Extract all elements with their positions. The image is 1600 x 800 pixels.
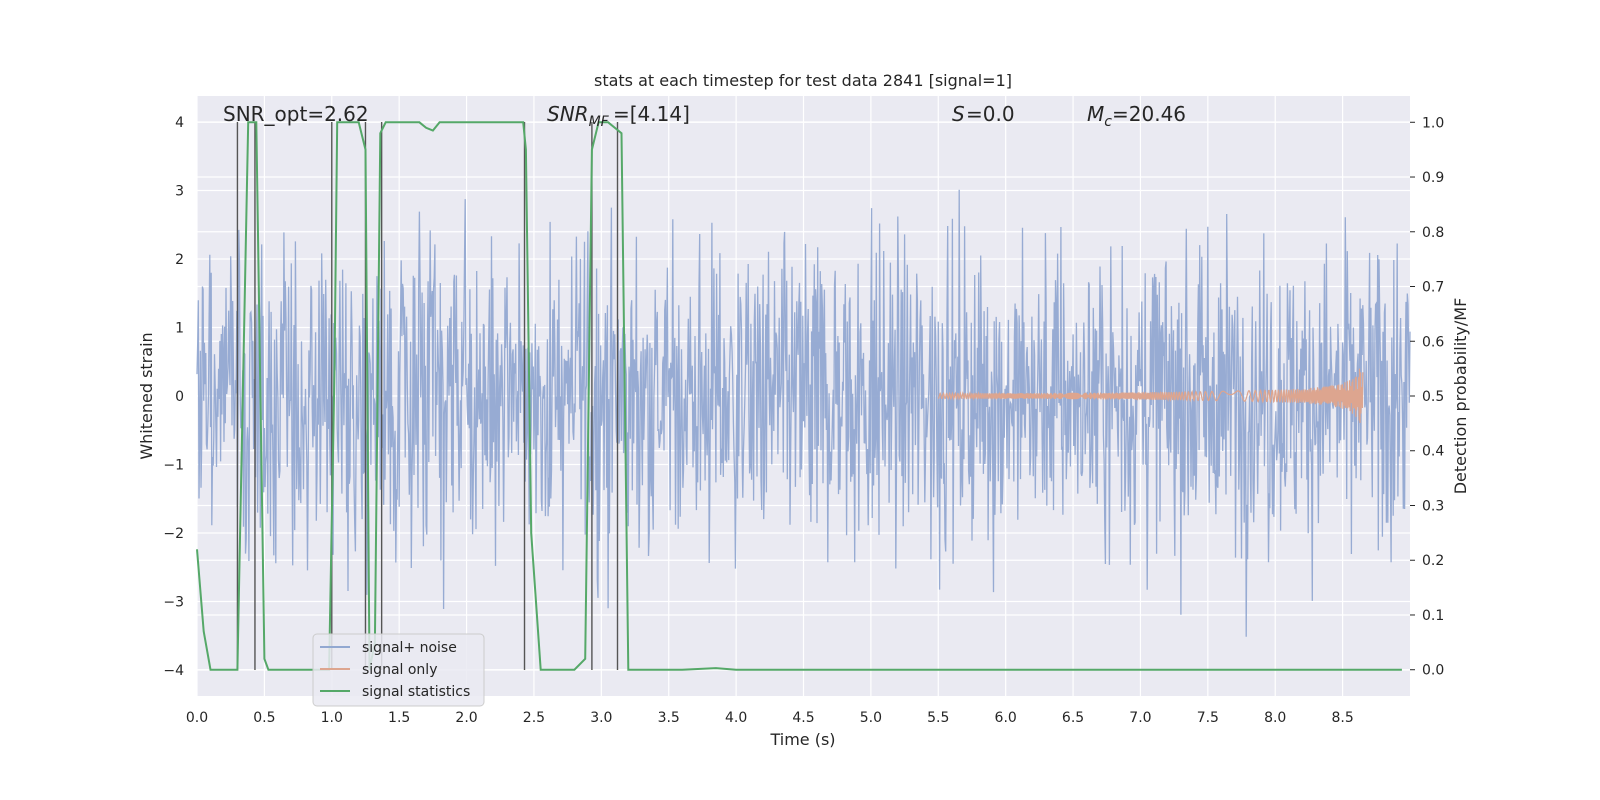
annotation-mc: Mc =20.46 (1087, 102, 1186, 130)
y2-tick-label: 0.2 (1422, 553, 1444, 569)
y2-tick-label: 0.6 (1422, 334, 1444, 350)
x-tick-label: 8.5 (1331, 710, 1353, 726)
vertical-lines (236, 122, 619, 670)
x-tick-label: 7.0 (1129, 710, 1151, 726)
x-tick-label: 1.5 (388, 710, 410, 726)
y2-axis-label: Detection probability/MF (1451, 298, 1470, 495)
y2-tick-label: 0.7 (1422, 280, 1444, 296)
x-tick-label: 3.0 (590, 710, 612, 726)
y2-tick-label: 0.8 (1422, 225, 1444, 241)
y-tick-label: −3 (163, 594, 184, 610)
y2-tick-label: 0.9 (1422, 170, 1444, 186)
legend-box (312, 633, 485, 707)
s-symbol: S (952, 102, 965, 126)
x-tick-label: 6.0 (995, 710, 1017, 726)
y-tick-label: −2 (163, 526, 184, 542)
y2-tick-label: 0.5 (1422, 389, 1444, 405)
x-tick-label: 7.5 (1197, 710, 1219, 726)
x-tick-label: 8.0 (1264, 710, 1286, 726)
x-tick-label: 3.5 (658, 710, 680, 726)
annotation-snr-opt: SNR_opt=2.62 (223, 102, 369, 126)
y2-tick-label: 0.3 (1422, 498, 1444, 514)
y2-tick-label: 0.4 (1422, 444, 1444, 460)
x-axis-label: Time (s) (769, 730, 835, 749)
x-tick-label: 5.5 (927, 710, 949, 726)
x-tick-label: 2.0 (455, 710, 477, 726)
annotation-s: S =0.0 (952, 102, 1015, 126)
x-tick-label: 5.0 (860, 710, 882, 726)
legend-label-noise: signal+ noise (362, 640, 457, 656)
x-tick-label: 0.0 (186, 710, 208, 726)
y2-axis-ticks: 1.0 0.9 0.8 0.7 0.6 0.5 0.4 0.3 0.2 0.1 0.0 (1410, 115, 1444, 679)
x-axis-ticks: 0.0 0.5 1.0 1.5 2.0 2.5 3.0 3.5 4.0 4.5 5.0 5.5 6.0 6… (186, 710, 1354, 726)
annotation-snr-mf: SNRMF =[4.14] (547, 102, 690, 130)
x-tick-label: 2.5 (523, 710, 545, 726)
stats-series-line (196, 121, 1402, 671)
y-tick-label: −1 (163, 457, 184, 473)
x-tick-label: 1.0 (321, 710, 343, 726)
noise-series (196, 189, 1411, 637)
y-tick-label: −4 (163, 663, 184, 679)
x-tick-label: 4.0 (725, 710, 747, 726)
annotation-mc-value: =20.46 (1112, 102, 1186, 126)
y2-tick-label: 0.0 (1422, 663, 1444, 679)
chart-title: stats at each timestep for test data 284… (594, 71, 1012, 90)
x-tick-label: 0.5 (253, 710, 275, 726)
legend: signal+ noise signal only signal statist… (312, 633, 485, 707)
annotation-snr-mf-value: =[4.14] (613, 102, 690, 126)
y2-tick-label: 0.1 (1422, 608, 1444, 624)
y-axis-label: Whitened strain (137, 332, 156, 459)
x-tick-label: 6.5 (1062, 710, 1084, 726)
legend-label-signal: signal only (362, 662, 437, 678)
y-axis-ticks: 4 3 2 1 0 −1 −2 −3 −4 (163, 115, 184, 679)
x-tick-label: 4.5 (792, 710, 814, 726)
y-tick-label: 2 (175, 252, 184, 268)
legend-label-stats: signal statistics (362, 684, 470, 700)
y-tick-label: 4 (175, 115, 184, 131)
signal-series-line (937, 368, 1364, 424)
y-tick-label: 3 (175, 184, 184, 200)
annotation-s-value: =0.0 (966, 102, 1015, 126)
signal-series (937, 368, 1364, 424)
y-tick-label: 1 (175, 321, 184, 337)
y-tick-label: 0 (175, 389, 184, 405)
y2-tick-label: 1.0 (1422, 115, 1444, 131)
noise-series-line (196, 189, 1411, 637)
stats-series (196, 121, 1402, 671)
